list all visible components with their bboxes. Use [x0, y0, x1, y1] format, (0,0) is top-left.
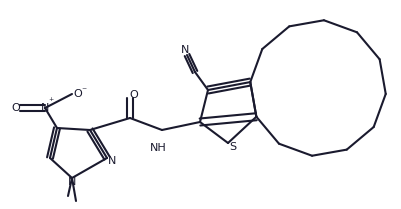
- Text: N: N: [107, 156, 116, 166]
- Text: O: O: [73, 89, 82, 99]
- Text: O: O: [129, 90, 138, 100]
- Text: S: S: [229, 142, 236, 152]
- Text: N: N: [68, 177, 76, 187]
- Text: NH: NH: [149, 143, 166, 153]
- Text: ⁻: ⁻: [81, 86, 86, 96]
- Text: N: N: [41, 103, 49, 113]
- Text: N: N: [180, 45, 189, 55]
- Text: O: O: [12, 103, 20, 113]
- Text: ⁺: ⁺: [48, 97, 53, 107]
